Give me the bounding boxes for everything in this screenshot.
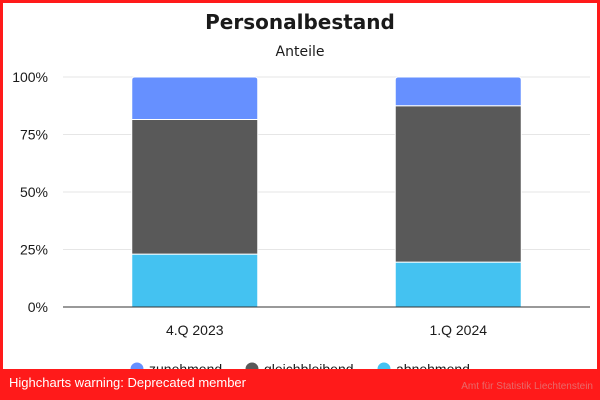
y-tick-label: 0% xyxy=(28,299,48,315)
x-tick-label: 4.Q 2023 xyxy=(166,322,224,338)
y-axis-ticks: 0% 25% 50% 75% 100% xyxy=(12,69,48,315)
y-tick-label: 25% xyxy=(20,242,48,258)
x-tick-label: 1.Q 2024 xyxy=(429,322,487,338)
warning-bar: Highcharts warning: Deprecated member Am… xyxy=(3,369,597,397)
bar-segment-abnehmend[interactable] xyxy=(131,253,259,308)
bar-segment-abnehmend[interactable] xyxy=(394,261,522,308)
bar-segment-gleichbleibend[interactable] xyxy=(131,119,259,255)
y-tick-label: 50% xyxy=(20,184,48,200)
credit-link[interactable]: Amt für Statistik Liechtenstein xyxy=(461,381,593,392)
bar-segment-gleichbleibend[interactable] xyxy=(394,105,522,263)
y-tick-label: 75% xyxy=(20,127,48,143)
chart-title: Personalbestand xyxy=(205,10,395,34)
bar-segment-zunehmend[interactable] xyxy=(394,76,522,107)
x-axis-ticks: 4.Q 2023 1.Q 2024 xyxy=(166,322,487,338)
y-tick-label: 100% xyxy=(12,69,48,85)
chart-subtitle: Anteile xyxy=(275,44,325,60)
bar-segment-zunehmend[interactable] xyxy=(131,76,259,121)
bars xyxy=(131,76,522,308)
warning-text: Highcharts warning: Deprecated member xyxy=(9,375,246,390)
